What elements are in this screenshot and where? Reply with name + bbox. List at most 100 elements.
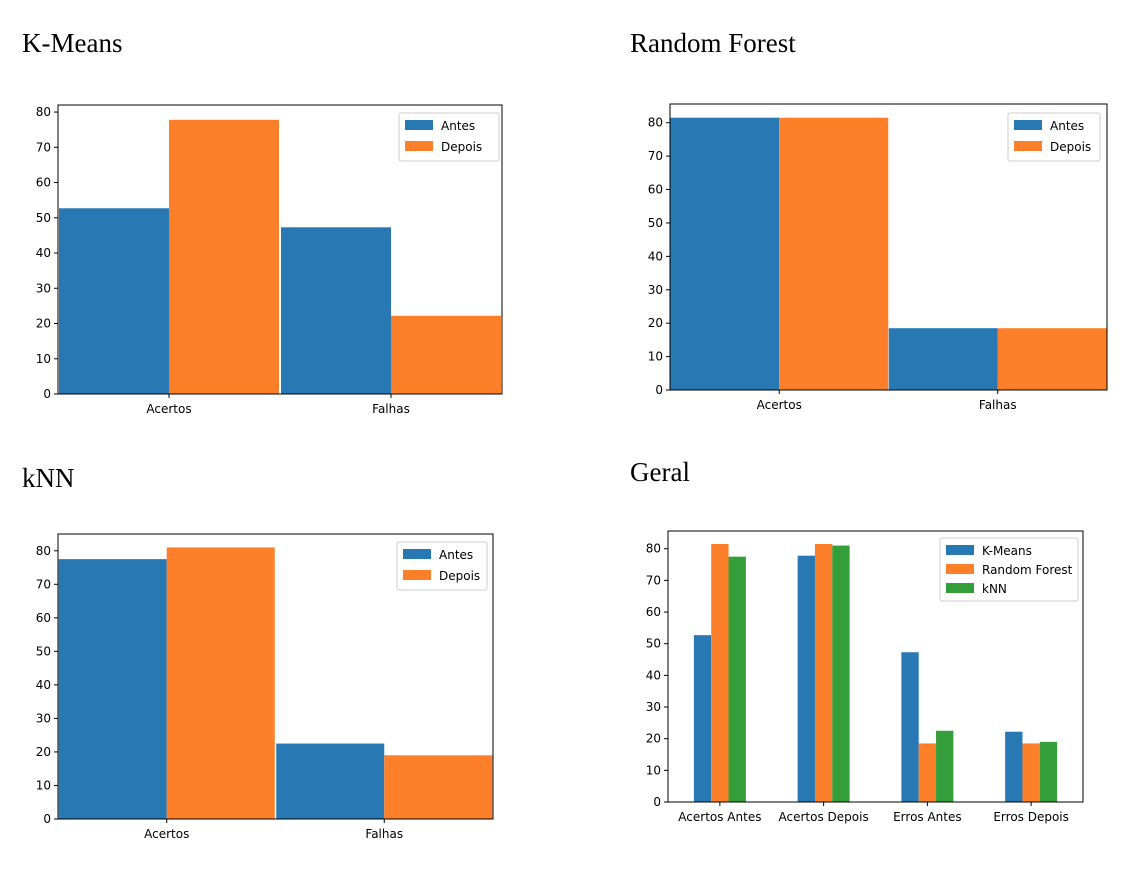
legend-swatch — [946, 545, 974, 555]
bar-antes-falhas — [888, 328, 998, 390]
x-tick-label: Acertos Antes — [678, 810, 761, 824]
y-tick-label: 0 — [653, 795, 661, 809]
y-tick-label: 60 — [36, 176, 51, 190]
legend-label: Antes — [1050, 119, 1084, 133]
x-tick-label: Erros Depois — [993, 810, 1069, 824]
y-tick-label: 0 — [43, 387, 51, 401]
legend: Antes Depois — [1007, 112, 1101, 162]
bar-depois-acertos — [779, 117, 889, 390]
y-tick-label: 80 — [648, 116, 663, 130]
legend-swatch — [403, 570, 431, 580]
y-tick-label: 40 — [646, 668, 661, 682]
legend-label: Depois — [1050, 140, 1091, 154]
y-tick-label: 10 — [36, 778, 51, 792]
legend-label: Depois — [441, 140, 482, 154]
y-tick-label: 80 — [36, 544, 51, 558]
y-tick-label: 0 — [655, 383, 663, 397]
x-tick-label: Acertos — [146, 402, 191, 416]
y-tick-label: 20 — [648, 316, 663, 330]
bar-depois-acertos — [166, 547, 275, 819]
bar-knn-erros-depois — [1039, 741, 1058, 802]
bar-knn-erros-antes — [936, 730, 954, 802]
x-tick-label: Acertos Depois — [779, 810, 869, 824]
y-tick-label: 40 — [36, 246, 51, 260]
legend: Antes Depois — [396, 541, 488, 591]
x-tick-label: Falhas — [372, 402, 410, 416]
legend-label: Antes — [441, 119, 475, 133]
y-tick-label: 60 — [36, 611, 51, 625]
bar-antes-acertos — [670, 117, 780, 390]
y-tick-label: 70 — [646, 573, 661, 587]
legend: Antes Depois — [398, 112, 500, 162]
bar-antes-acertos — [58, 559, 167, 819]
y-tick-label: 0 — [43, 812, 51, 826]
y-tick-label: 80 — [36, 105, 51, 119]
bar-antes-falhas — [276, 743, 385, 819]
legend-swatch — [946, 583, 974, 593]
bar-k-means-acertos-depois — [797, 555, 815, 802]
y-tick-label: 30 — [36, 711, 51, 725]
y-tick-label: 40 — [648, 249, 663, 263]
knn-bar-chart: 0 10 20 30 40 50 60 70 80 Acertos Falhas Antes Depoi… — [36, 533, 494, 841]
x-tick-label: Falhas — [365, 827, 403, 841]
kmeans-bar-chart: 0 10 20 30 40 50 60 70 80 Acertos Falhas Antes Depoi… — [36, 104, 503, 416]
bar-depois-falhas — [384, 755, 493, 819]
legend-label: Depois — [439, 569, 480, 583]
legend-label: K-Means — [982, 544, 1032, 558]
chart-title-geral: Geral — [630, 457, 690, 487]
y-tick-label: 30 — [648, 283, 663, 297]
legend-label: Antes — [439, 548, 473, 562]
y-tick-label: 30 — [36, 281, 51, 295]
x-tick-label: Erros Antes — [893, 810, 962, 824]
legend-swatch — [403, 549, 431, 559]
bar-random-forest-erros-depois — [1022, 743, 1040, 802]
legend-box — [939, 537, 1079, 602]
y-tick-label: 10 — [36, 352, 51, 366]
y-tick-label: 70 — [36, 140, 51, 154]
bar-knn-acertos-depois — [832, 545, 850, 802]
legend: K-Means Random Forest kNN — [939, 537, 1079, 602]
bar-antes-acertos — [59, 208, 169, 394]
plot-frame — [57, 104, 503, 395]
y-tick-label: 70 — [36, 577, 51, 591]
bar-k-means-erros-antes — [901, 652, 919, 802]
random-forest-bar-chart: 0 10 20 30 40 50 60 70 80 Acertos Falhas Antes Depoi… — [648, 103, 1108, 412]
y-tick-label: 20 — [36, 317, 51, 331]
y-tick-label: 20 — [646, 732, 661, 746]
plot-frame — [669, 103, 1108, 391]
y-tick-label: 50 — [36, 211, 51, 225]
y-tick-label: 80 — [646, 542, 661, 556]
legend-swatch — [405, 120, 433, 130]
bar-knn-acertos-antes — [728, 556, 746, 802]
y-tick-label: 60 — [646, 605, 661, 619]
y-tick-label: 20 — [36, 745, 51, 759]
bar-k-means-erros-depois — [1005, 731, 1023, 802]
legend-swatch — [1014, 120, 1042, 130]
y-tick-label: 30 — [646, 700, 661, 714]
bar-depois-falhas — [391, 315, 501, 394]
y-tick-label: 50 — [36, 644, 51, 658]
y-tick-label: 50 — [648, 216, 663, 230]
x-tick-label: Acertos — [757, 398, 802, 412]
legend-label: Random Forest — [982, 563, 1073, 577]
plot-frame — [667, 530, 1084, 803]
y-tick-label: 10 — [646, 763, 661, 777]
bar-depois-falhas — [997, 328, 1107, 390]
y-tick-label: 40 — [36, 678, 51, 692]
legend-swatch — [405, 141, 433, 151]
bar-depois-acertos — [169, 119, 279, 395]
y-tick-label: 10 — [648, 350, 663, 364]
bar-random-forest-acertos-antes — [711, 543, 729, 802]
legend-swatch — [1014, 141, 1042, 151]
y-tick-label: 60 — [648, 183, 663, 197]
chart-title-random-forest: Random Forest — [630, 28, 796, 58]
bar-k-means-acertos-antes — [693, 635, 712, 802]
geral-bar-chart: 0 10 20 30 40 50 60 70 80 Acertos Antes Acertos De… — [646, 530, 1084, 824]
y-tick-label: 70 — [648, 149, 663, 163]
chart-title-knn: kNN — [22, 463, 75, 493]
bar-antes-falhas — [281, 227, 391, 394]
bar-random-forest-acertos-depois — [814, 543, 833, 802]
chart-title-kmeans: K-Means — [22, 28, 123, 58]
x-tick-label: Falhas — [979, 398, 1017, 412]
legend-swatch — [946, 564, 974, 574]
